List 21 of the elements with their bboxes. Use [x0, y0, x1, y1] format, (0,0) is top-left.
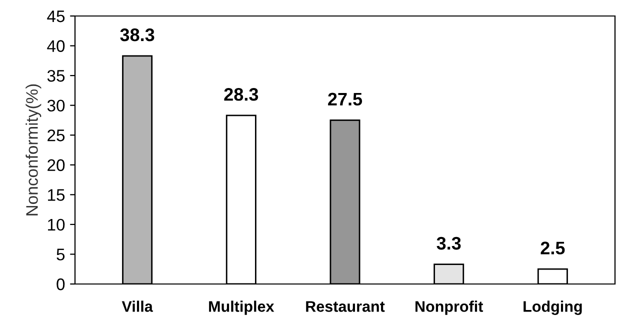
data-label: 3.3 [436, 236, 461, 250]
y-tick-label: 5 [56, 248, 65, 260]
x-tick-label: Lodging [524, 300, 582, 315]
x-tick-label: Villa [122, 300, 153, 312]
y-tick-label: 40 [47, 40, 65, 52]
y-tick-label: 25 [48, 130, 65, 142]
y-tick-label: 45 [47, 10, 65, 22]
data-label: 28.3 [224, 88, 258, 101]
y-tick-label: 15 [48, 189, 65, 201]
data-label: 2.5 [540, 242, 565, 254]
y-tick-label: 35 [47, 70, 65, 82]
x-tick-label: Multiplex [209, 300, 274, 315]
y-tick-label: 20 [48, 159, 65, 172]
y-axis-title: Nonconformity(%) [26, 84, 42, 216]
data-label: 38.3 [120, 28, 154, 42]
x-tick-label: Restaurant [306, 301, 385, 312]
y-tick-label: 0 [56, 278, 65, 290]
x-tick-label: Nonprofit [416, 300, 484, 315]
data-label: 27.5 [328, 92, 362, 106]
y-tick-label: 30 [47, 100, 65, 112]
y-tick-label: 10 [48, 218, 65, 231]
